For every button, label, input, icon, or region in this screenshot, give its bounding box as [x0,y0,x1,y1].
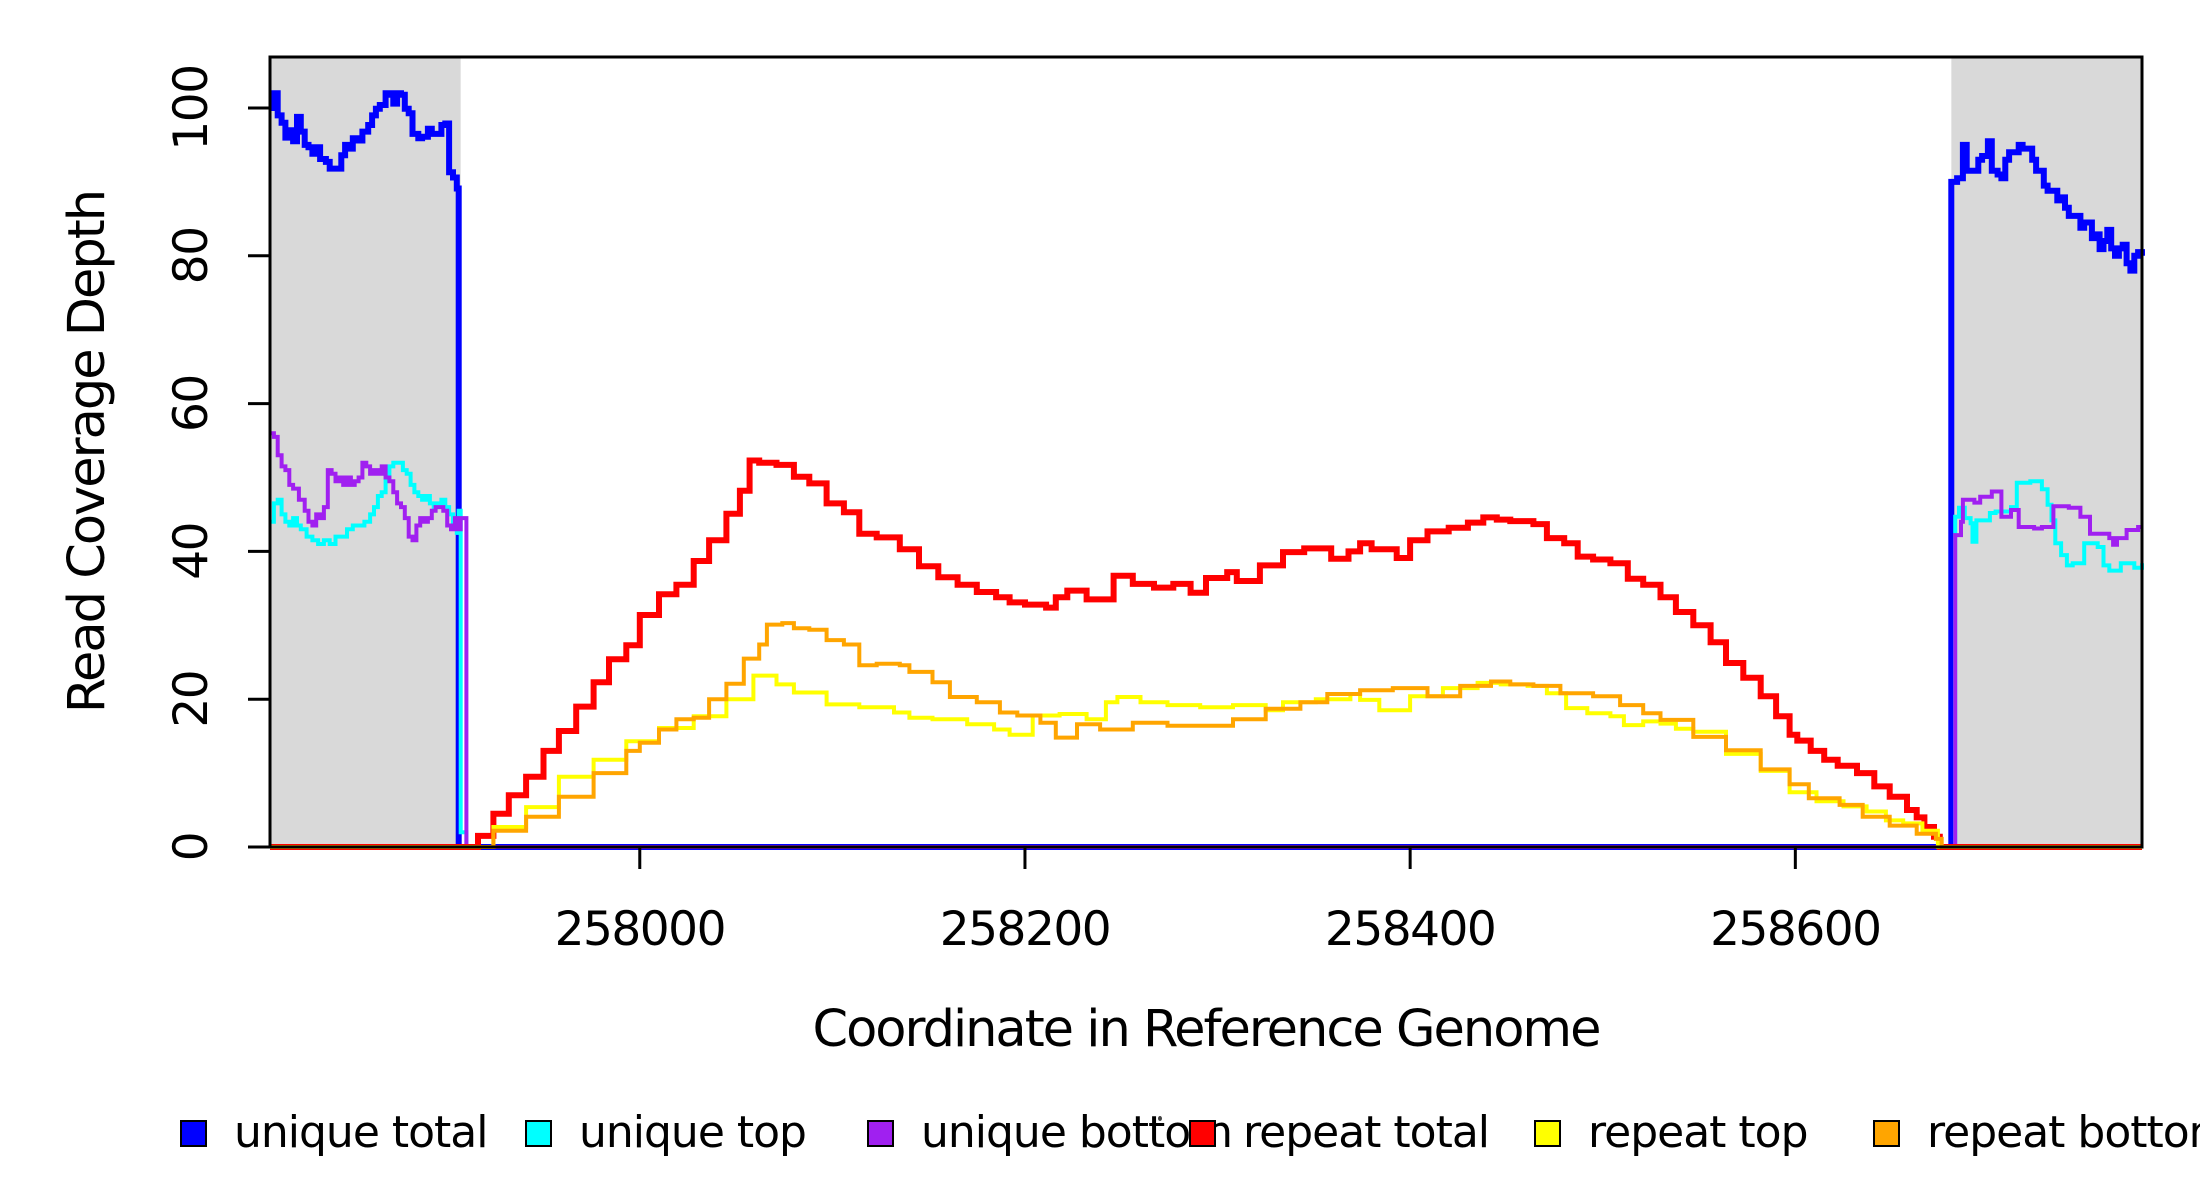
series-unique-bottom [270,431,2142,849]
plot-border [268,55,2144,849]
x-tick-label: 258200 [940,902,1110,957]
y-axis-ticks: 0 20 40 60 80 100 [164,65,270,861]
series-unique-total [270,90,2145,850]
y-tick-label: 80 [164,227,219,284]
y-tick-label: 0 [164,833,219,861]
y-tick-label: 60 [164,375,219,432]
y-tick-label: 20 [164,671,219,728]
series-repeat-bottom [270,621,2142,849]
y-axis-label: Read Coverage Depth [58,191,117,713]
x-tick-label: 258000 [555,902,725,957]
series-unique-top [270,460,2144,849]
x-axis-ticks: 258000 258200 258400 258600 [555,847,1882,957]
x-axis-label: Coordinate in Reference Genome [812,1000,1599,1059]
x-tick-label: 258600 [1710,902,1880,957]
y-tick-label: 100 [164,65,219,150]
shaded-region-left-unique-flank [270,57,461,847]
x-tick-label: 258400 [1325,902,1495,957]
series-lines [270,90,2145,850]
y-tick-label: 40 [164,523,219,580]
series-repeat-total [270,457,2142,850]
series-repeat-top [270,673,2142,849]
shaded-regions [270,57,2142,847]
